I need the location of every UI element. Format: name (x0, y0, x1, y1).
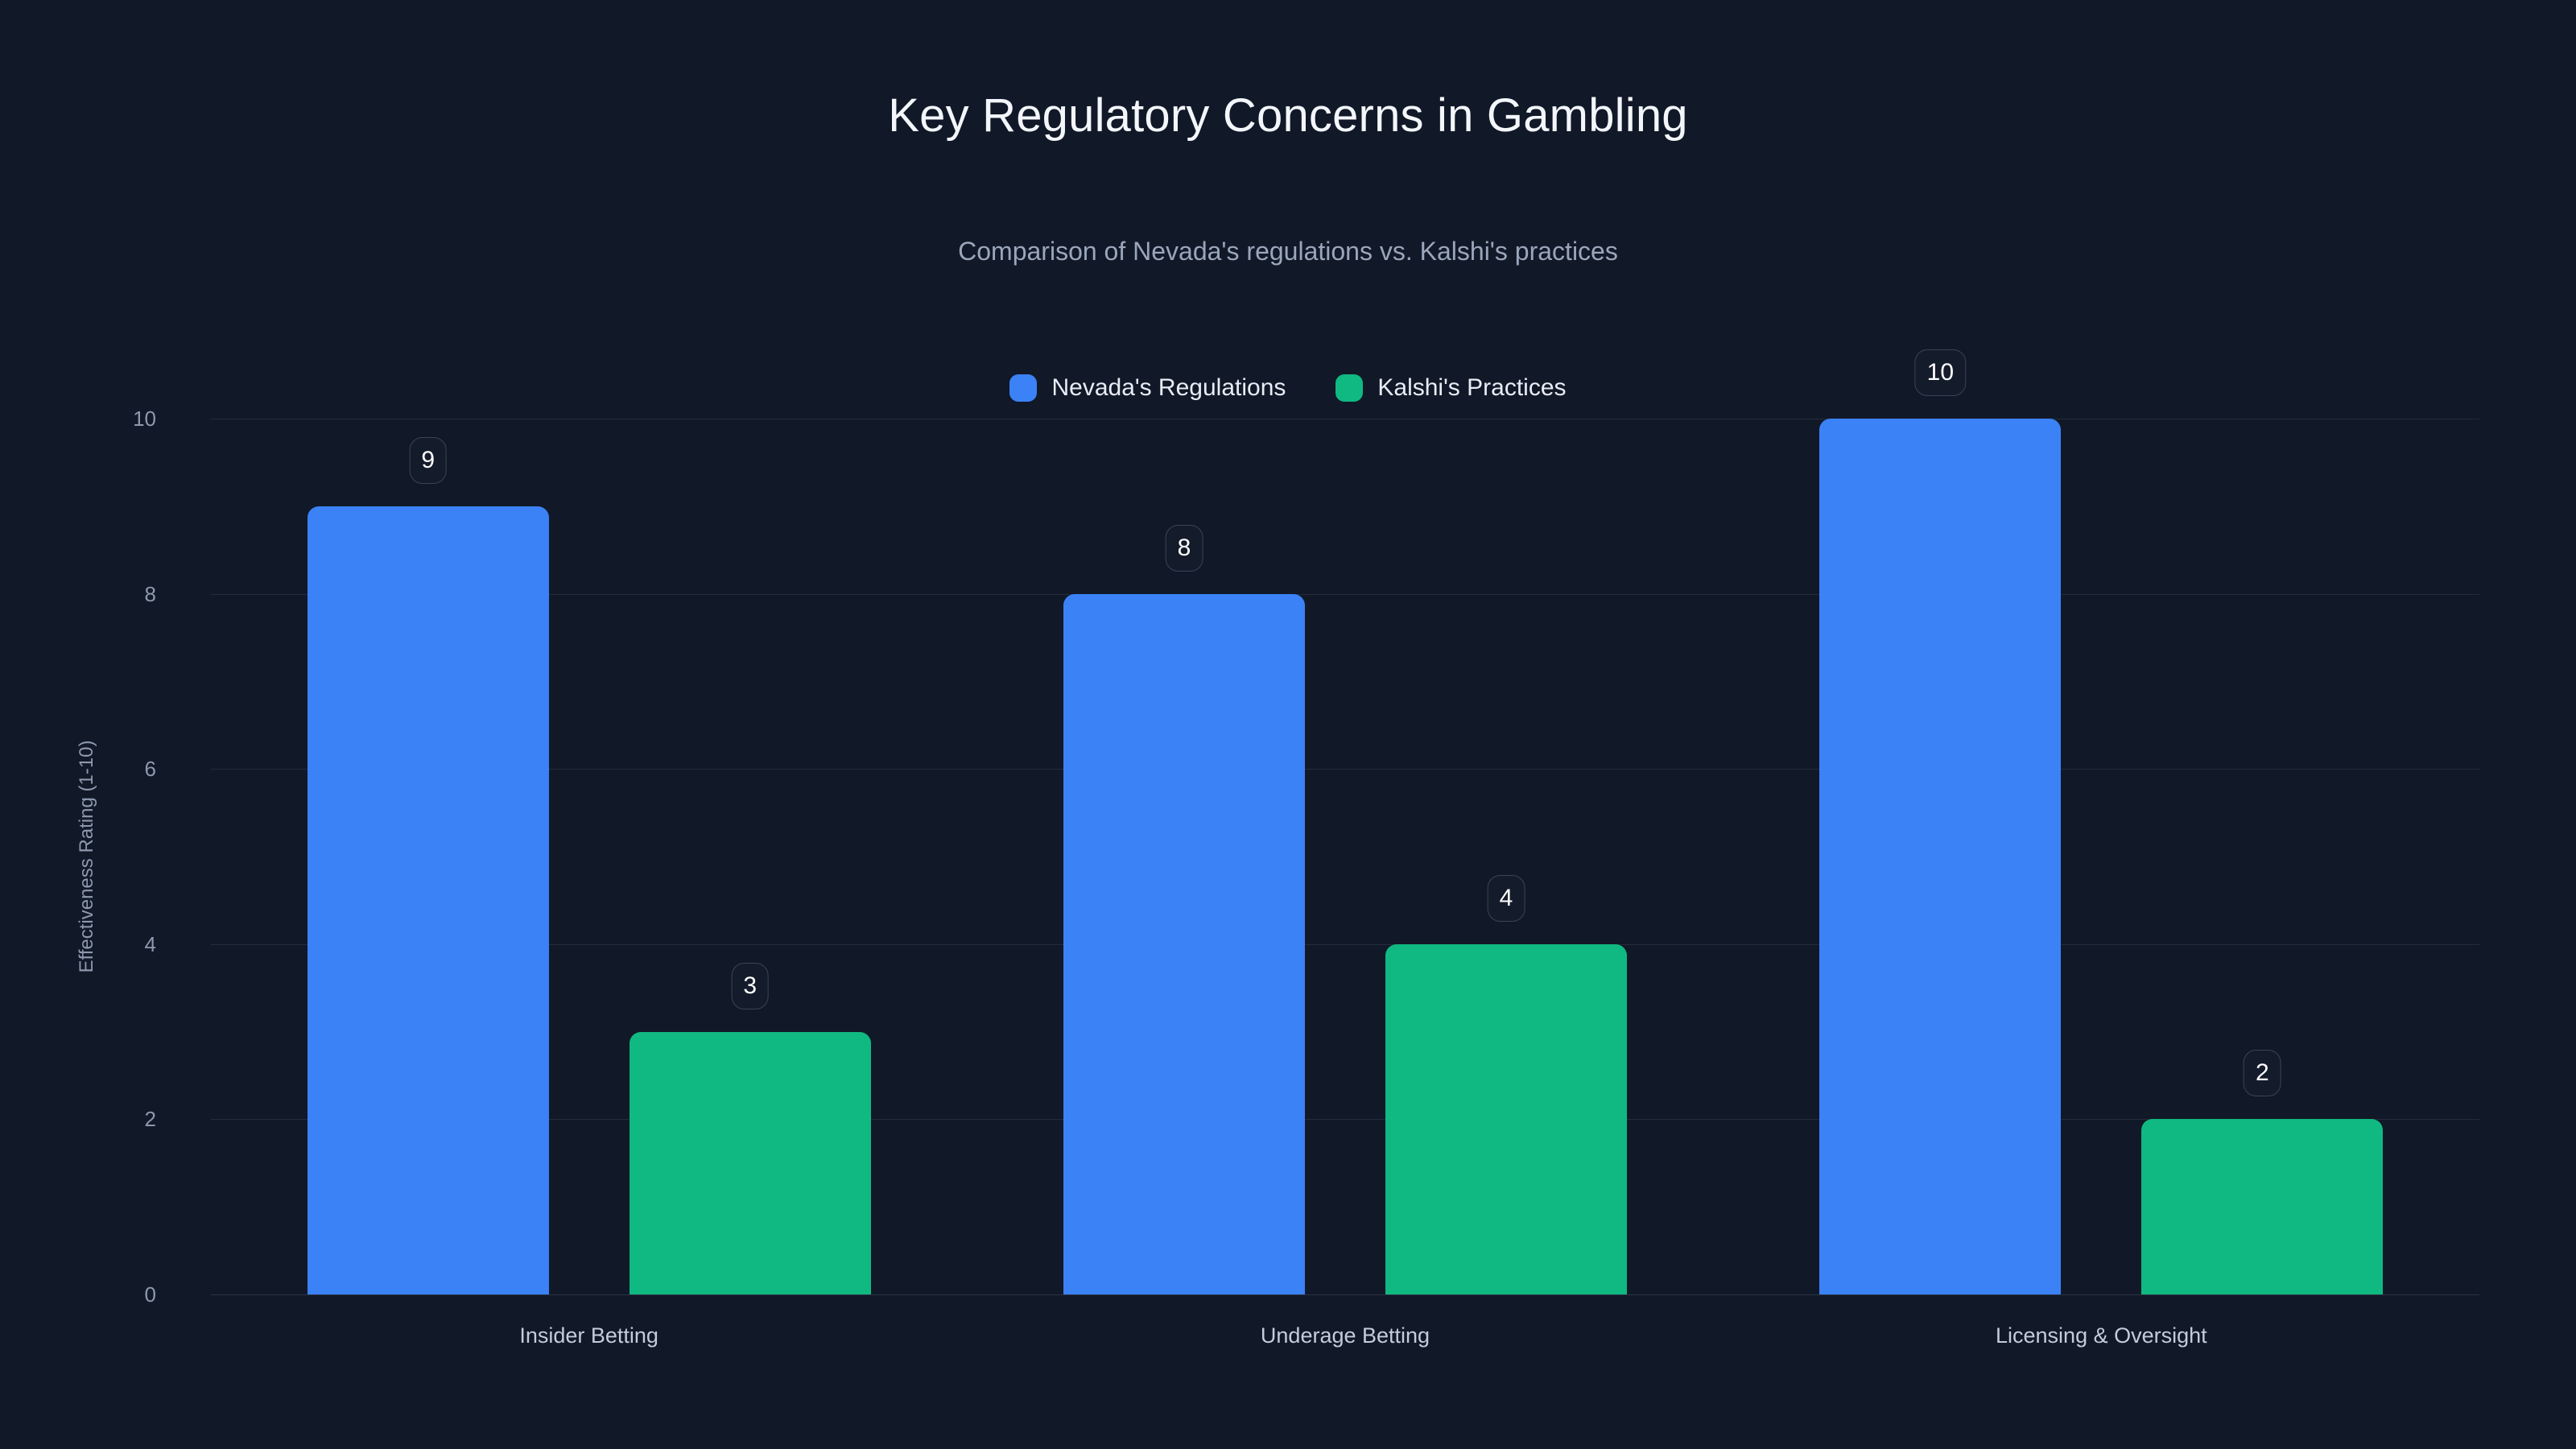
bar-1-0[interactable] (1063, 593, 1305, 1294)
bar-2-0[interactable] (1819, 419, 2062, 1294)
gridline-4 (211, 943, 2479, 945)
x-category-label-0: Insider Betting (519, 1323, 658, 1348)
bar-2-1[interactable] (2141, 1119, 2384, 1294)
y-tick-label-0: 0 (144, 1282, 156, 1307)
bar-value-badge-1-0: 8 (1165, 524, 1203, 572)
y-tick-label-6: 6 (144, 757, 156, 782)
y-tick-label-4: 4 (144, 931, 156, 956)
chart-subtitle: Comparison of Nevada's regulations vs. K… (958, 237, 1618, 266)
gridline-0 (211, 1294, 2479, 1295)
legend-item-label: Kalshi's Practices (1377, 374, 1567, 401)
legend-swatch-icon (1335, 374, 1364, 402)
y-tick-label-2: 2 (144, 1107, 156, 1132)
y-tick-label-8: 8 (144, 581, 156, 606)
legend-item-1[interactable]: Kalshi's Practices (1335, 374, 1567, 402)
legend-item-0[interactable]: Nevada's Regulations (1009, 374, 1286, 402)
bar-value-badge-0-1: 3 (731, 962, 769, 1009)
gridline-2 (211, 1119, 2479, 1121)
chart-legend: Nevada's Regulations Kalshi's Practices (0, 374, 2576, 402)
y-axis-tick-labels: 0 2 4 6 8 10 (0, 408, 185, 1305)
bar-value-badge-0-0: 9 (409, 436, 447, 484)
gridline-6 (211, 769, 2479, 770)
chart-title: Key Regulatory Concerns in Gambling (888, 89, 1688, 142)
bar-1-1[interactable] (1385, 943, 1627, 1294)
bar-value-badge-2-0: 10 (1914, 349, 1967, 396)
bar-0-1[interactable] (629, 1031, 871, 1294)
bar-value-badge-1-1: 4 (1487, 874, 1525, 922)
bar-value-badge-2-1: 2 (2243, 1050, 2281, 1097)
plot-area (211, 419, 2479, 1295)
legend-swatch-icon (1009, 374, 1038, 402)
x-category-label-2: Licensing & Oversight (1996, 1323, 2207, 1348)
y-tick-label-10: 10 (133, 407, 156, 431)
gridline-8 (211, 593, 2479, 595)
x-category-label-1: Underage Betting (1260, 1323, 1430, 1348)
legend-item-label: Nevada's Regulations (1051, 374, 1286, 401)
bar-0-0[interactable] (307, 506, 549, 1294)
